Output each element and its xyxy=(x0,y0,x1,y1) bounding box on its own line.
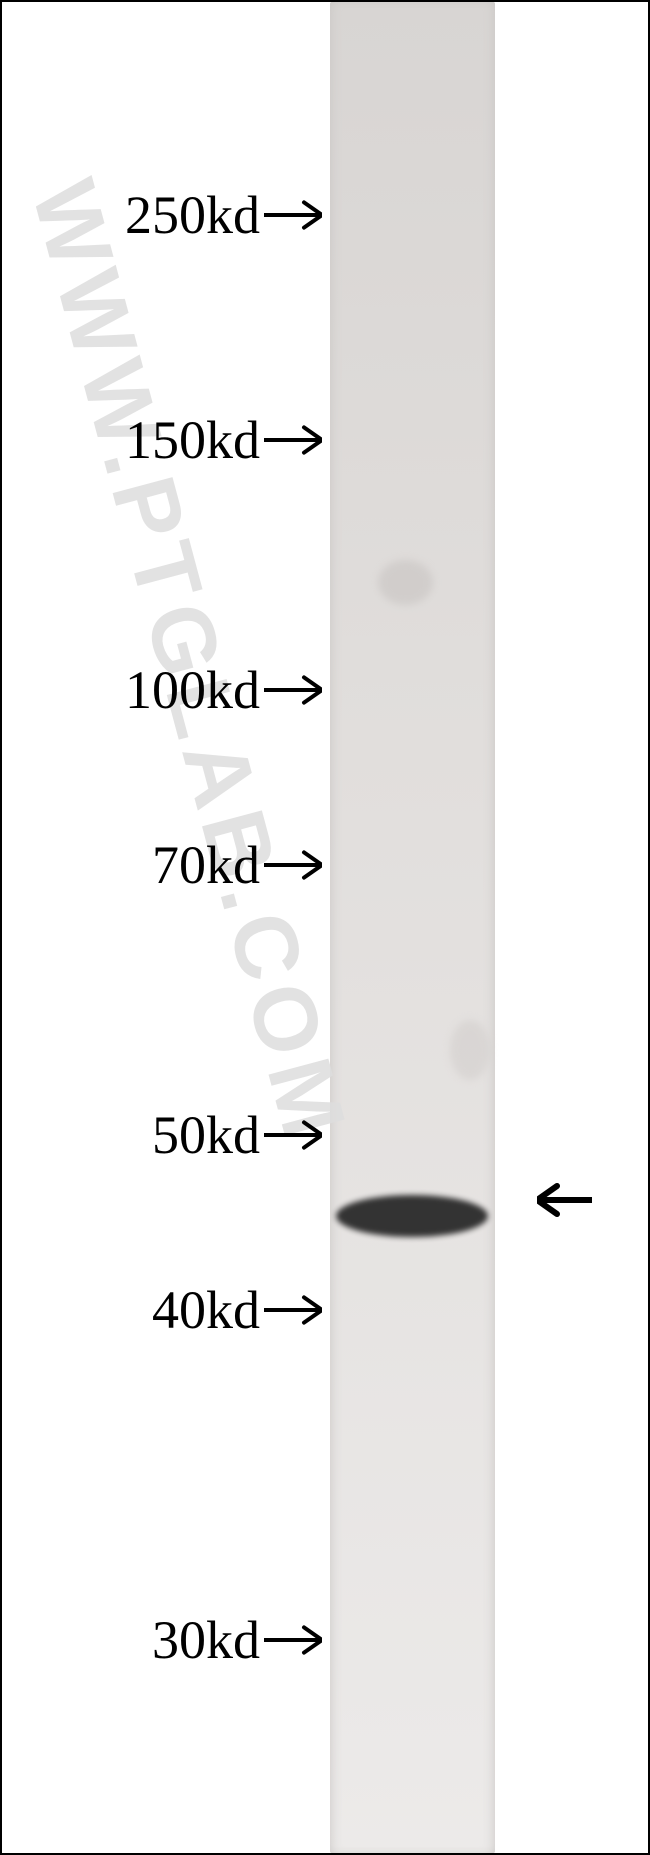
lane-smudge xyxy=(450,1020,490,1080)
mw-marker: 40kd xyxy=(0,1283,328,1337)
lane-smudge xyxy=(378,560,433,605)
mw-marker: 250kd xyxy=(0,188,328,242)
mw-marker: 100kd xyxy=(0,663,328,717)
mw-marker: 30kd xyxy=(0,1613,328,1667)
arrow-right-icon xyxy=(264,847,322,883)
lane-rect xyxy=(330,2,495,1853)
arrow-right-icon xyxy=(264,1292,322,1328)
mw-label: 250kd xyxy=(0,184,260,246)
mw-marker: 50kd xyxy=(0,1108,328,1162)
arrow-right-icon xyxy=(264,672,322,708)
mw-marker: 70kd xyxy=(0,838,328,892)
mw-label: 30kd xyxy=(0,1609,260,1671)
arrow-right-icon xyxy=(264,1117,322,1153)
figure-border xyxy=(0,0,650,1855)
mw-label: 150kd xyxy=(0,409,260,471)
mw-label: 40kd xyxy=(0,1279,260,1341)
arrow-right-icon xyxy=(264,197,322,233)
arrow-right-icon xyxy=(264,422,322,458)
detected-band xyxy=(336,1195,488,1237)
mw-label: 100kd xyxy=(0,659,260,721)
band-pointer-arrow xyxy=(537,1180,592,1220)
arrow-right-icon xyxy=(264,1622,322,1658)
mw-label: 70kd xyxy=(0,834,260,896)
mw-label: 50kd xyxy=(0,1104,260,1166)
mw-marker: 150kd xyxy=(0,413,328,467)
